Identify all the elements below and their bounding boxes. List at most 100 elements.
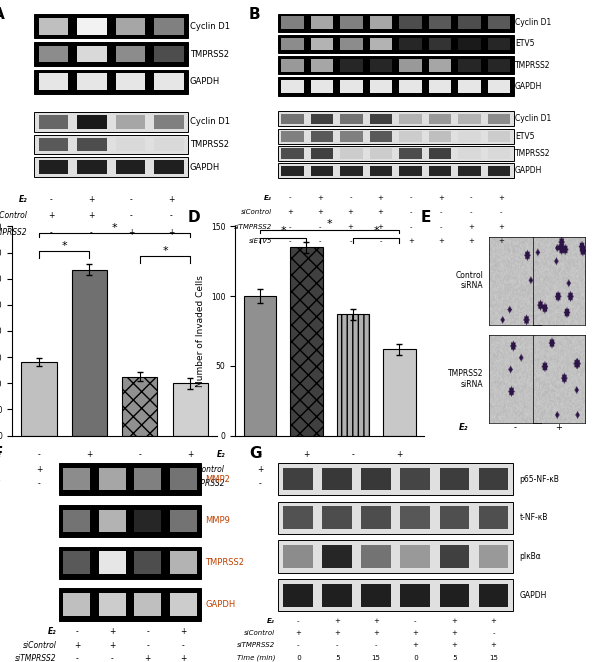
FancyBboxPatch shape [99,551,126,574]
FancyBboxPatch shape [400,584,430,606]
Text: siControl: siControl [0,465,1,474]
Text: -: - [375,642,377,648]
Text: +: + [396,450,403,459]
FancyBboxPatch shape [99,510,126,532]
Text: -: - [139,465,141,474]
Text: +: + [347,224,353,230]
Text: GAPDH: GAPDH [520,591,547,600]
Text: E: E [421,210,431,224]
Text: Time (min): Time (min) [236,654,275,661]
Text: E₂: E₂ [217,450,225,459]
Text: t-NF-κB: t-NF-κB [520,513,548,522]
Text: -: - [470,195,472,201]
Text: -: - [296,642,299,648]
Text: +: + [168,195,175,204]
Text: +: + [373,618,379,624]
Text: 0: 0 [295,655,301,661]
Text: MMP9: MMP9 [206,516,230,526]
Text: siControl: siControl [191,465,225,474]
Text: -: - [146,627,149,636]
FancyBboxPatch shape [59,463,201,495]
Text: -: - [414,618,416,624]
FancyBboxPatch shape [59,547,201,579]
Text: +: + [468,238,474,244]
Text: siTMPRSS2: siTMPRSS2 [15,655,57,662]
Text: +: + [373,630,379,636]
Text: +: + [48,211,54,220]
Text: -: - [130,211,133,220]
FancyBboxPatch shape [400,545,430,568]
Text: siControl: siControl [244,630,275,636]
Text: E₂: E₂ [0,450,1,459]
Text: siTMPRSS2: siTMPRSS2 [184,479,225,489]
FancyBboxPatch shape [322,545,352,568]
Text: +: + [128,228,134,237]
Text: +: + [408,238,414,244]
FancyBboxPatch shape [59,589,201,621]
Text: +: + [412,642,418,648]
FancyBboxPatch shape [278,502,513,534]
Text: +: + [350,479,356,489]
Text: 15: 15 [372,655,380,661]
Text: +: + [86,465,92,474]
FancyBboxPatch shape [283,545,313,568]
Text: A: A [0,7,5,22]
Bar [337,314,369,436]
Text: E₂: E₂ [267,618,275,624]
FancyBboxPatch shape [479,584,508,606]
Text: +: + [145,655,151,662]
Text: Control
siRNA: Control siRNA [455,271,483,291]
Text: +: + [74,641,80,650]
Text: -: - [259,479,262,489]
Text: -: - [289,195,292,201]
Text: +: + [303,465,310,474]
Bar [22,362,56,436]
FancyBboxPatch shape [99,468,126,491]
Text: -: - [76,655,78,662]
Text: +: + [412,630,418,636]
Text: siControl: siControl [0,211,28,220]
Text: +: + [396,479,403,489]
FancyBboxPatch shape [170,468,197,491]
Text: E₂: E₂ [48,627,57,636]
FancyBboxPatch shape [479,545,508,568]
FancyBboxPatch shape [64,593,91,616]
Bar [173,383,208,436]
Text: 15: 15 [489,655,498,661]
Text: -: - [296,618,299,624]
Text: -: - [319,238,322,244]
Text: +: + [451,642,457,648]
Text: +: + [36,465,42,474]
FancyBboxPatch shape [134,593,161,616]
FancyBboxPatch shape [283,584,313,606]
Text: siControl: siControl [241,209,272,215]
Bar [122,377,157,436]
FancyBboxPatch shape [400,468,430,491]
Text: +: + [451,630,457,636]
Text: siTMPRSS2: siTMPRSS2 [0,479,1,489]
Text: +: + [377,209,383,215]
FancyBboxPatch shape [440,584,469,606]
FancyBboxPatch shape [134,551,161,574]
Text: *: * [327,219,332,229]
Text: 5: 5 [451,655,458,661]
Text: siTMPRSS2: siTMPRSS2 [234,224,272,230]
Text: +: + [109,627,115,636]
Bar [290,248,323,436]
Text: -: - [410,195,412,201]
Text: +: + [180,627,187,636]
Text: -: - [50,228,52,237]
Text: -: - [50,195,52,204]
Text: -: - [170,211,173,220]
Text: +: + [377,224,383,230]
Text: +: + [109,641,115,650]
Text: -: - [305,479,308,489]
Text: -: - [319,224,322,230]
Text: p65-NF-κB: p65-NF-κB [520,475,559,483]
Text: *: * [112,222,118,232]
Text: +: + [334,630,340,636]
Text: -: - [259,450,262,459]
Bar [383,349,416,436]
Text: +: + [438,238,444,244]
Text: -: - [38,450,40,459]
